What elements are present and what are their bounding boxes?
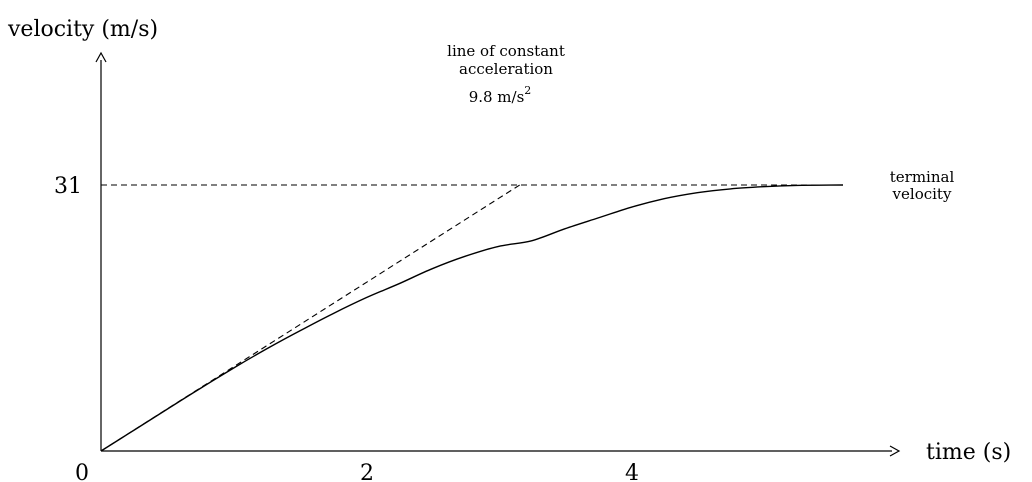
unit-superscript: 2 — [524, 84, 531, 97]
constant-acceleration-line — [100, 184, 520, 452]
velocity-curve — [100, 184, 844, 452]
terminal-velocity-label-line-2: velocity — [892, 185, 952, 203]
chart-labels: velocity (m/s) time (s) 0 2 4 31 line of… — [7, 17, 1011, 482]
y-tick-label-31: 31 — [54, 174, 82, 199]
x-tick-label-0: 0 — [75, 461, 89, 482]
x-tick-label-4: 4 — [625, 461, 639, 482]
x-axis-arrowhead — [889, 445, 901, 457]
y-axis-label: velocity (m/s) — [7, 17, 158, 42]
x-tick-label-2: 2 — [360, 461, 374, 482]
constant-acceleration-label-line-2: acceleration — [459, 60, 553, 78]
terminal-velocity-label-line-1: terminal — [890, 168, 955, 186]
constant-acceleration-label-line-1: line of constant — [447, 42, 565, 60]
y-axis-arrowhead — [95, 51, 107, 63]
x-axis-label: time (s) — [926, 440, 1011, 465]
series-lines — [100, 184, 844, 452]
axes — [95, 51, 901, 457]
constant-acceleration-label-line-3: 9.8 m/s2 — [469, 84, 532, 106]
